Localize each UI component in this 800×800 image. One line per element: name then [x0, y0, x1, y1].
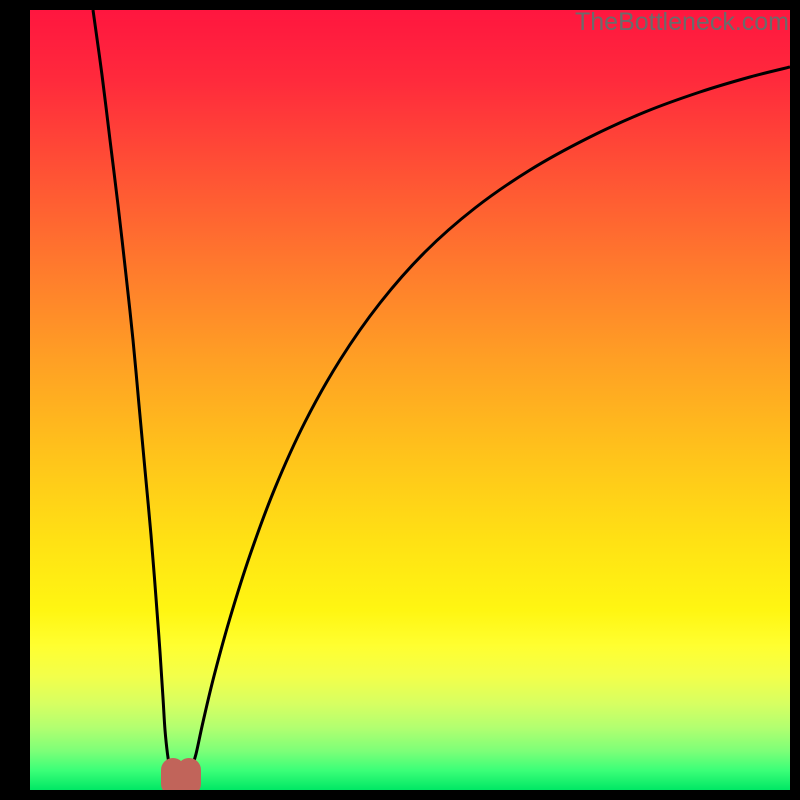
curve-layer	[30, 10, 790, 790]
optimum-marker	[173, 770, 189, 786]
chart-stage: TheBottleneck.com	[0, 0, 800, 800]
bottleneck-curve-left	[93, 10, 170, 766]
plot-area	[30, 10, 790, 790]
bottleneck-curve-right	[192, 67, 790, 766]
watermark-label: TheBottleneck.com	[575, 8, 789, 37]
